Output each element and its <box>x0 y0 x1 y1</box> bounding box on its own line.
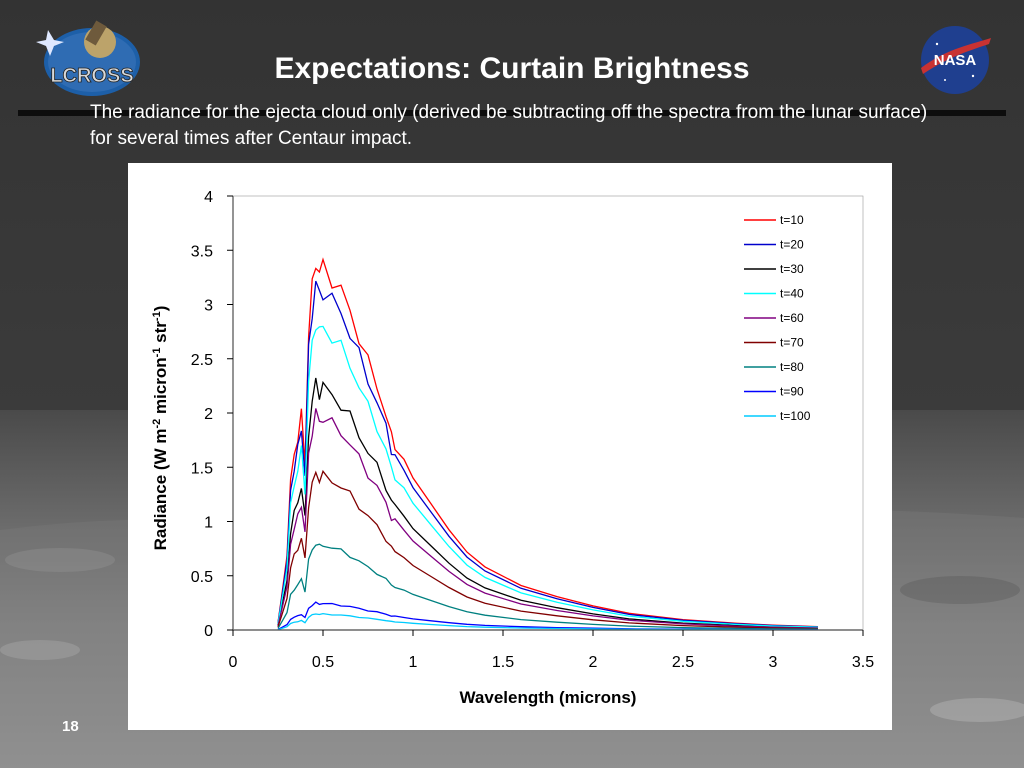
legend-label: t=30 <box>780 262 804 276</box>
y-tick-label: 3 <box>204 298 213 315</box>
series-line-t-80 <box>277 543 819 630</box>
x-axis-title: Wavelength (microns) <box>460 688 637 707</box>
x-tick-label: 3.5 <box>852 654 874 671</box>
legend-label: t=90 <box>780 385 804 399</box>
series-line-t-10 <box>277 257 819 628</box>
y-tick-label: 0.5 <box>191 569 213 586</box>
axes-layer: 0 0.5 1 1.5 2 2.5 3 3.5 0 0.5 1 1.5 2 2.5 3 3.5 4 <box>191 189 874 671</box>
x-tick-label: 2.5 <box>672 654 694 671</box>
y-tick-label: 0 <box>204 623 213 640</box>
x-tick-label: 3 <box>769 654 778 671</box>
legend-label: t=100 <box>780 409 811 423</box>
legend-label: t=60 <box>780 311 804 325</box>
series-line-t-40 <box>277 325 819 628</box>
y-tick-label: 2.5 <box>191 352 213 369</box>
radiance-chart: 0 0.5 1 1.5 2 2.5 3 3.500.511.522.533.54 t=10t=… <box>151 189 874 707</box>
slide-title: Expectations: Curtain Brightness <box>274 52 750 85</box>
x-tick-label: 0.5 <box>312 654 334 671</box>
x-tick-label: 0 <box>229 654 238 671</box>
page-number: 18 <box>62 718 79 735</box>
header-rule <box>18 110 1006 116</box>
x-tick-label: 1 <box>409 654 418 671</box>
x-tick-label: 2 <box>589 654 598 671</box>
legend-label: t=70 <box>780 336 804 350</box>
svg-text:NASA: NASA <box>934 52 977 69</box>
legend-label: t=80 <box>780 360 804 374</box>
y-tick-label: 4 <box>204 189 213 206</box>
series-line-t-100 <box>277 612 819 631</box>
lcross-logo: LCROSS <box>36 20 140 96</box>
legend-label: t=40 <box>780 287 804 301</box>
x-tick-label: 1.5 <box>492 654 514 671</box>
series-line-t-20 <box>277 280 819 628</box>
plot-area-border <box>232 195 864 631</box>
series-line-t-60 <box>277 408 819 629</box>
y-tick-label: 1 <box>204 515 213 532</box>
svg-text:LCROSS: LCROSS <box>50 65 133 87</box>
series-line-t-30 <box>277 377 819 629</box>
y-tick-label: 3.5 <box>191 243 213 260</box>
series-line-t-90 <box>277 601 819 631</box>
slide-subtitle: The radiance for the ejecta cloud only (… <box>90 102 928 149</box>
y-tick-label: 2 <box>204 406 213 423</box>
legend-label: t=20 <box>780 238 804 252</box>
series-line-t-70 <box>277 469 819 630</box>
legend-label: t=10 <box>780 213 804 227</box>
nasa-logo: NASA <box>921 26 991 94</box>
y-axis-title: Radiance (W m-2 micron-1 str-1) <box>151 306 170 551</box>
chart-panel: 0 0.5 1 1.5 2 2.5 3 3.5 0 0.5 1 1.5 2 2.5 3 3.5 4 t=10 t=… <box>128 163 892 730</box>
y-tick-label: 1.5 <box>191 460 213 477</box>
chart-legend: t=10 t=20 t=30 t=40 t=60 t=70 t=80 t=90 t=100 <box>744 213 811 423</box>
series-layer <box>277 257 819 631</box>
